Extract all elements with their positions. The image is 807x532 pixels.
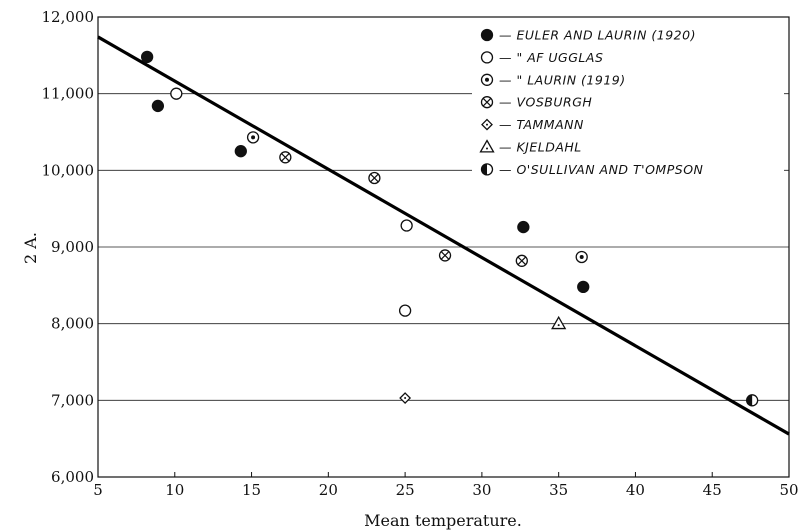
- legend-label: — " AF UGGLAS: [499, 50, 603, 65]
- data-point: [399, 392, 412, 404]
- data-point: [279, 151, 292, 164]
- data-point: [140, 50, 154, 64]
- legend-marker: [480, 163, 494, 176]
- data-point: [234, 145, 247, 158]
- legend-background: [472, 20, 784, 192]
- data-point: [400, 219, 413, 232]
- legend-marker: [481, 118, 493, 131]
- data-points: [140, 50, 759, 407]
- x-tick-label: 15: [242, 481, 261, 499]
- legend-label: — O'SULLIVAN AND T'OMPSON: [499, 162, 704, 177]
- data-point: [151, 99, 165, 113]
- data-point: [398, 304, 412, 317]
- data-point: [577, 280, 590, 294]
- trend-line: [97, 35, 790, 436]
- x-tick-label: 5: [93, 481, 103, 499]
- data-point: [368, 171, 381, 185]
- x-tick-label: 40: [626, 481, 645, 499]
- legend: — EULER AND LAURIN (1920) — " AF UGGLAS — …: [472, 20, 784, 192]
- y-axis-label: 2 A.: [21, 232, 40, 264]
- legend-marker: [480, 51, 494, 64]
- data-point: [575, 250, 588, 264]
- x-tick-label: 35: [549, 481, 568, 499]
- legend-label: — VOSBURGH: [499, 95, 592, 110]
- data-point: [551, 315, 567, 330]
- legend-label: — " LAURIN (1919): [499, 72, 626, 87]
- x-tick-label: 10: [165, 481, 184, 499]
- data-point: [515, 254, 528, 267]
- y-tick-label: 8,000: [51, 315, 94, 333]
- x-tick-label: 50: [779, 481, 798, 499]
- y-tick-label: 12,000: [42, 8, 95, 26]
- x-tick-label: 30: [472, 481, 491, 499]
- plot-frame: [97, 16, 790, 478]
- y-tick-label: 6,000: [51, 468, 94, 486]
- legend-label: — KJELDAHL: [499, 140, 582, 155]
- data-point: [438, 249, 452, 262]
- legend-label: — TAMMANN: [499, 117, 584, 132]
- tick-labels: 6,000 7,000 8,000 9,000 10,000 11,000 12,000 5 1…: [42, 8, 799, 499]
- y-tick-label: 11,000: [42, 85, 95, 103]
- y-tick-label: 7,000: [51, 391, 94, 409]
- data-point: [745, 394, 759, 407]
- x-tick-label: 20: [319, 481, 338, 499]
- x-tick-label: 25: [396, 481, 415, 499]
- data-point: [246, 131, 260, 144]
- x-axis-label: Mean temperature.: [364, 511, 522, 530]
- y-tick-label: 9,000: [51, 238, 94, 256]
- legend-marker: [480, 96, 494, 109]
- legend-marker: [480, 28, 494, 42]
- legend-label: — EULER AND LAURIN (1920): [499, 28, 696, 43]
- x-tick-label: 45: [703, 481, 722, 499]
- y-tick-label: 10,000: [42, 161, 95, 179]
- legend-marker: [480, 73, 494, 86]
- legend-marker: [479, 139, 495, 153]
- data-point: [170, 87, 183, 100]
- data-point: [517, 220, 530, 234]
